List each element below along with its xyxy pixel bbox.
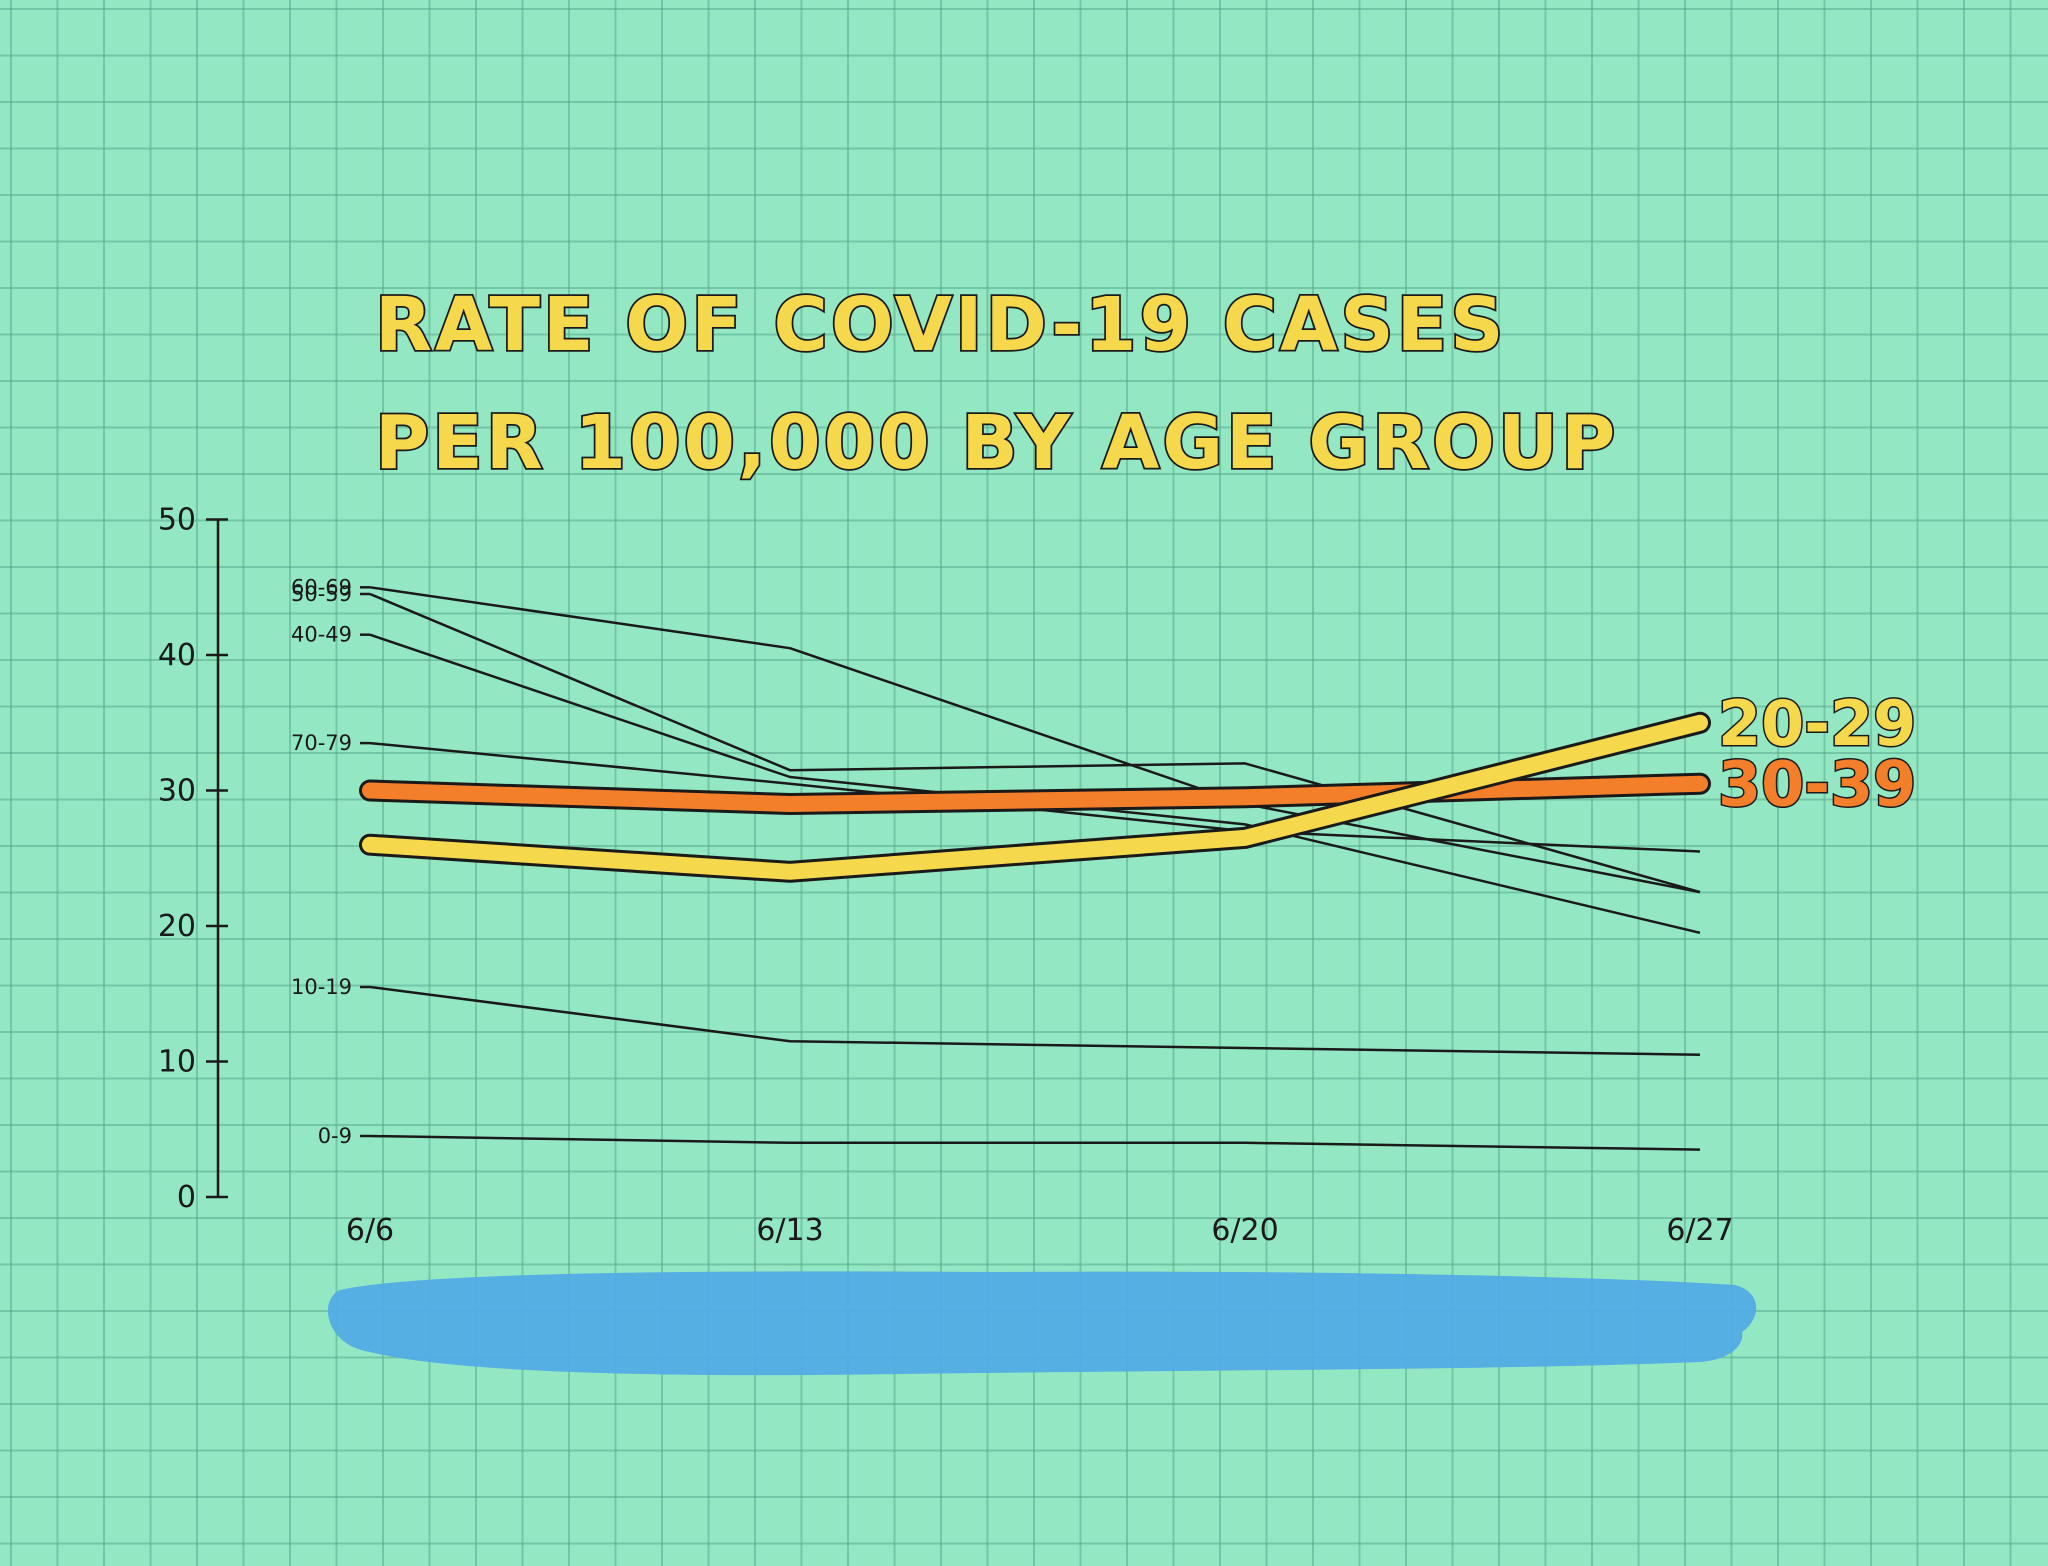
series-label-70-79: 70-79 [291, 731, 352, 755]
x-tick-label: 6/6 [346, 1213, 394, 1248]
series-label-50-59: 50-59 [291, 582, 352, 606]
series-label-20-29: 20-29 [1718, 687, 1916, 760]
emphasized-series-lines [359, 711, 1711, 883]
series-label-40-49: 40-49 [291, 623, 352, 647]
x-tick-label: 6/27 [1666, 1213, 1733, 1248]
thin-series-lines [360, 586, 1701, 1151]
series-line-50-59 [369, 592, 1701, 894]
chart-title-line-2: PER 100,000 BY AGE GROUP [375, 400, 1618, 486]
y-axis: 0 10 20 30 40 50 [158, 503, 228, 1215]
chart-title-line-1: RATE OF COVID-19 CASES [375, 282, 1507, 368]
y-tick-label: 0 [177, 1180, 196, 1215]
series-label-10-19: 10-19 [291, 975, 352, 999]
series-label-0-9: 0-9 [318, 1124, 352, 1148]
series-line-0-9 [369, 1134, 1701, 1151]
series-line-60-69 [369, 586, 1701, 894]
y-tick-label: 10 [158, 1045, 196, 1080]
y-tick-label: 40 [158, 638, 196, 673]
blue-paint-blob [327, 1271, 1757, 1376]
y-tick-label: 20 [158, 909, 196, 944]
chart-title: RATE OF COVID-19 CASES PER 100,000 BY AG… [373, 280, 1618, 488]
x-axis-labels: 6/6 6/13 6/20 6/27 [346, 1213, 1734, 1248]
x-tick-label: 6/13 [756, 1213, 823, 1248]
series-label-60-69: 60-69 [291, 575, 352, 599]
series-line-10-19 [369, 985, 1701, 1056]
y-tick-label: 50 [158, 503, 196, 538]
series-line-20-29 [362, 714, 1708, 880]
series-label-30-39: 30-39 [1718, 748, 1916, 821]
x-tick-label: 6/20 [1211, 1213, 1278, 1248]
y-tick-label: 30 [158, 774, 196, 809]
